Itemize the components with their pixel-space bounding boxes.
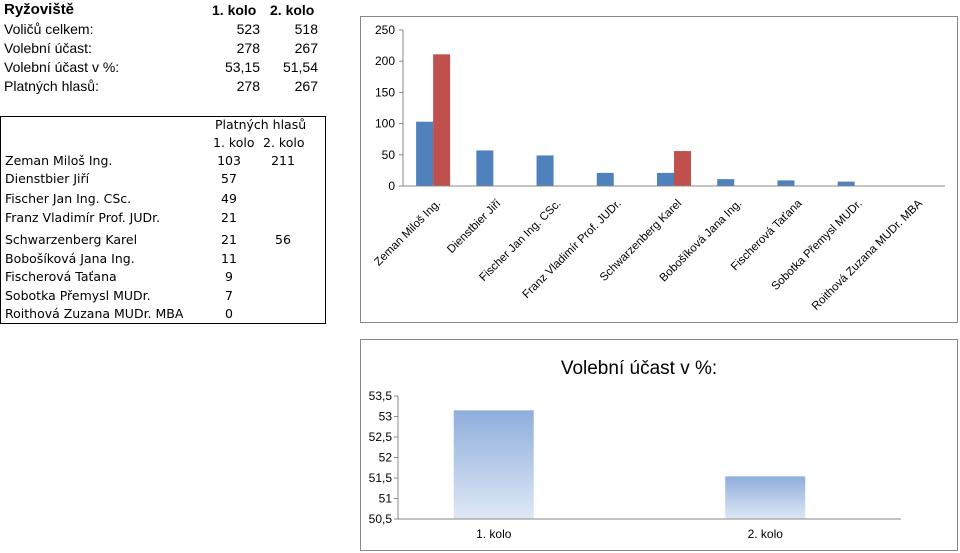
- summary-row-value: 278: [236, 78, 260, 94]
- y-tick-label: 150: [375, 85, 395, 99]
- summary-col1-header: 1. kolo: [212, 2, 257, 18]
- votes-chart-frame: 0 50 100 150 200 250 Zeman Miloš Ing. Dienstbie…: [360, 16, 958, 323]
- bar-round1: [777, 180, 795, 186]
- candidates-header: Platných hlasů: [215, 117, 307, 132]
- candidate-votes-round2: 211: [271, 153, 295, 168]
- candidate-votes-round1: 7: [225, 288, 233, 303]
- x-category-label: Zeman Miloš Ing.: [372, 198, 443, 269]
- bar-round2: [433, 54, 451, 186]
- turnout-chart-frame: Volební účast v %: 50,5 51 51,5 52 52,5 53 53,5…: [360, 339, 958, 551]
- candidate-name: Zeman Miloš Ing.: [5, 153, 113, 168]
- chart-title: Volební účast v %:: [561, 358, 717, 379]
- x-category-label: Roithová Zuzana MUDr. MBA: [810, 197, 925, 312]
- summary-row-value: 51,54: [282, 59, 318, 75]
- candidates-col1-header: 1. kolo: [213, 135, 255, 150]
- candidates-col2-header: 2. kolo: [263, 135, 305, 150]
- bar-round1: [536, 155, 554, 186]
- y-tick-label: 52: [379, 451, 393, 465]
- summary-row-label: Platných hlasů:: [4, 78, 99, 94]
- y-tick-label: 0: [388, 179, 395, 193]
- candidate-votes-round1: 9: [225, 269, 233, 284]
- y-tick-label: 50,5: [369, 512, 393, 526]
- candidate-name: Fischer Jan Ing. CSc.: [5, 191, 132, 206]
- votes-chart: 0 50 100 150 200 250 Zeman Miloš Ing. Dienstbie…: [372, 23, 945, 313]
- candidate-name: Roithová Zuzana MUDr. MBA: [5, 306, 184, 321]
- candidate-votes-round1: 0: [225, 306, 233, 321]
- x-category-label: Dienstbier Jiří: [445, 197, 504, 256]
- x-category-label: 2. kolo: [748, 527, 784, 541]
- bar-round1: [476, 150, 494, 186]
- candidate-name: Franz Vladimír Prof. JUDr.: [5, 210, 161, 225]
- bar-round2: [674, 151, 691, 186]
- y-tick-label: 250: [375, 23, 395, 37]
- candidate-name: Fischerová Taťana: [5, 269, 117, 284]
- y-tick-label: 52,5: [369, 430, 393, 444]
- y-tick-label: 100: [375, 117, 395, 131]
- turnout-chart: Volební účast v %: 50,5 51 51,5 52 52,5 53 53,5…: [369, 358, 901, 541]
- candidate-name: Dienstbier Jiří: [5, 171, 90, 186]
- bar-round1: [596, 172, 614, 186]
- y-tick-label: 200: [375, 54, 395, 68]
- candidate-votes-round1: 21: [221, 210, 237, 225]
- bar-round1: [837, 181, 855, 186]
- y-tick-label: 53,5: [369, 389, 393, 403]
- summary-row-label: Volební účast v %:: [4, 59, 120, 75]
- candidate-votes-round1: 103: [217, 153, 241, 168]
- candidate-votes-round1: 21: [221, 232, 237, 247]
- summary-row-value: 518: [294, 21, 318, 37]
- x-category-label: Franz Vladimír Prof. JUDr.: [521, 198, 624, 301]
- x-category-label: 1. kolo: [476, 527, 512, 541]
- summary-row-value: 267: [294, 40, 318, 56]
- candidate-name: Sobotka Přemysl MUDr.: [5, 288, 151, 303]
- summary-row-value: 267: [294, 78, 318, 94]
- page-title: Ryžoviště: [4, 1, 75, 18]
- candidates-table: Platných hlasů 1. kolo 2. kolo Zeman Mil…: [0, 116, 326, 324]
- candidate-votes-round2: 56: [275, 232, 291, 247]
- summary-col2-header: 2. kolo: [270, 2, 315, 18]
- y-tick-label: 53: [379, 410, 393, 424]
- bar-round1: [416, 121, 434, 186]
- candidate-name: Bobošíková Jana Ing.: [5, 251, 135, 266]
- candidate-votes-round1: 57: [221, 171, 237, 186]
- candidate-name: Schwarzenberg Karel: [5, 232, 138, 247]
- candidate-votes-round1: 11: [221, 251, 237, 266]
- summary-row-label: Volební účast:: [4, 40, 92, 56]
- turnout-bar: [453, 410, 534, 519]
- bar-round1: [717, 179, 735, 186]
- summary-row-value: 53,15: [224, 59, 260, 75]
- y-tick-label: 51,5: [369, 471, 393, 485]
- y-tick-label: 50: [382, 148, 396, 162]
- candidate-votes-round1: 49: [221, 191, 237, 206]
- bar-round1: [657, 172, 674, 186]
- summary-row-value: 523: [236, 21, 260, 37]
- summary-row-value: 278: [236, 40, 260, 56]
- y-tick-label: 51: [379, 492, 393, 506]
- turnout-bar: [725, 476, 806, 519]
- summary-row-label: Voličů celkem:: [4, 21, 94, 37]
